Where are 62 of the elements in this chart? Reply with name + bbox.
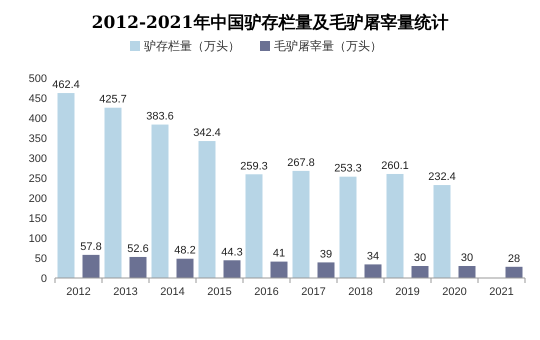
data-label: 39 [320,248,332,260]
data-label: 383.6 [146,110,174,123]
data-label: 52.6 [127,242,149,255]
data-label: 48.2 [174,244,196,257]
bar [412,266,428,278]
y-tick-label: 200 [28,193,47,205]
bar [198,141,216,278]
x-tick-label: 2013 [113,286,138,298]
data-label: 28 [508,252,520,265]
y-tick-label: 150 [28,213,47,225]
bar [434,185,450,278]
data-label: 260.1 [381,160,409,172]
x-tick-label: 2014 [160,286,185,298]
bar [506,266,522,278]
x-tick-label: 2018 [348,286,373,298]
y-tick-label: 250 [28,173,47,185]
x-tick-label: 2015 [207,286,232,298]
data-label: 253.3 [334,162,362,175]
y-tick-label: 350 [28,133,47,145]
bar [458,266,476,278]
bar [340,176,356,278]
data-label: 44.3 [221,246,243,258]
data-label: 462.4 [52,79,80,92]
y-tick-label: 100 [28,233,47,245]
legend-label: 毛驴屠宰量（万头） [274,39,382,53]
bar [386,174,404,278]
data-label: 34 [366,250,380,262]
bar [176,258,194,278]
x-tick-label: 2012 [66,286,91,298]
x-tick-label: 2017 [301,286,326,298]
x-tick-label: 2021 [489,286,514,298]
bar [246,174,262,278]
data-label: 232.4 [428,171,456,184]
y-tick-label: 500 [28,73,47,85]
x-tick-label: 2016 [254,286,279,298]
legend-label: 驴存栏量（万头） [144,39,240,53]
bar [130,256,146,278]
data-label: 267.8 [287,156,315,169]
data-label: 342.4 [193,127,221,140]
data-label: 41 [272,248,286,260]
bar [318,262,334,278]
bar [152,124,168,278]
data-label: 57.8 [80,240,102,253]
x-tick-label: 2019 [395,286,420,298]
bar [224,260,240,278]
bar [364,264,382,278]
data-label: 259.3 [240,160,268,172]
bar [58,93,74,278]
data-label: 425.7 [99,94,127,106]
chart-title: 2012-2021年中国驴存栏量及毛驴屠宰量统计 [92,13,448,33]
data-label: 30 [414,252,426,264]
y-tick-label: 50 [34,253,47,265]
bar [104,108,122,278]
data-label: 30 [460,252,474,264]
x-tick-label: 2020 [442,286,467,298]
bar [292,170,310,278]
y-tick-label: 400 [28,113,47,125]
y-tick-label: 0 [40,273,47,285]
y-tick-label: 450 [28,93,47,105]
bar [270,262,288,278]
y-tick-label: 300 [28,153,47,165]
bar [82,254,100,278]
